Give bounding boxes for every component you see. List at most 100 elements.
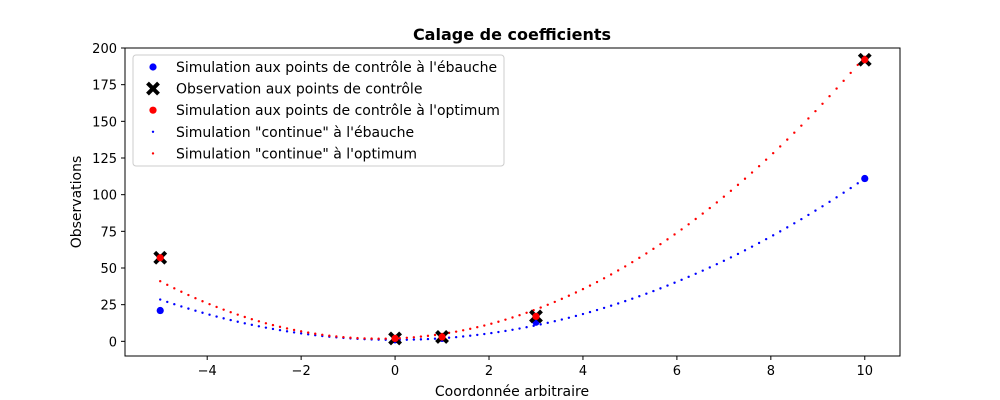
continuous-point	[201, 311, 204, 314]
continuous-point	[856, 63, 859, 67]
continuous-point	[292, 331, 296, 334]
y-tick-label: 75	[100, 225, 117, 240]
legend-box	[132, 54, 505, 167]
continuous-point	[419, 335, 423, 338]
continuous-point	[821, 205, 824, 208]
continuous-point	[215, 315, 218, 318]
continuous-point	[299, 332, 303, 335]
continuous-point	[377, 337, 380, 340]
continuous-point	[581, 312, 585, 316]
continuous-point	[469, 334, 472, 337]
continuous-point	[208, 302, 211, 306]
y-tick-label: 175	[92, 79, 117, 94]
continuous-point	[215, 305, 218, 309]
continuous-point	[609, 273, 613, 276]
y-tick-label: 200	[92, 42, 117, 57]
x-tick-label: 2	[485, 364, 493, 379]
legend-label: Simulation aux points de contrôle à l'éb…	[176, 60, 497, 76]
y-tick-label: 150	[92, 115, 117, 130]
continuous-point	[793, 222, 796, 225]
continuous-point	[849, 186, 852, 190]
continuous-point	[518, 327, 521, 330]
x-marker-stroke	[146, 81, 160, 96]
continuous-point	[828, 200, 831, 204]
continuous-point	[292, 328, 296, 332]
continuous-point	[793, 131, 796, 134]
continuous-point	[673, 281, 676, 284]
x-tick-label: 4	[579, 364, 587, 379]
continuous-point	[631, 260, 634, 264]
continuous-point	[447, 331, 451, 335]
continuous-point	[764, 158, 768, 161]
continuous-point	[490, 331, 493, 335]
continuous-point	[750, 171, 754, 174]
continuous-point	[602, 277, 606, 280]
continuous-point	[764, 237, 768, 241]
continuous-point	[398, 336, 401, 340]
continuous-point	[159, 298, 162, 301]
continuous-point	[257, 320, 261, 323]
continuous-point	[616, 269, 620, 272]
continuous-point	[595, 280, 599, 284]
continuous-point	[666, 238, 669, 241]
continuous-point	[638, 295, 641, 298]
continuous-point	[412, 336, 416, 339]
continuous-point	[708, 266, 711, 269]
continuous-point	[609, 304, 613, 307]
continuous-point	[222, 308, 225, 311]
continuous-point	[299, 330, 303, 333]
continuous-point	[680, 228, 683, 231]
continuous-point	[849, 71, 852, 75]
continuous-point	[835, 87, 838, 90]
chart-marks	[153, 52, 872, 346]
continuous-point	[222, 317, 225, 320]
continuous-point	[842, 79, 845, 83]
legend-marker	[149, 63, 157, 71]
continuous-point	[574, 291, 578, 294]
continuous-point	[173, 287, 176, 290]
continuous-point	[828, 95, 831, 98]
continuous-point	[560, 318, 564, 321]
continuous-point	[285, 327, 289, 330]
data-point	[438, 333, 446, 341]
continuous-point	[546, 321, 549, 325]
continuous-point	[264, 326, 268, 329]
continuous-point	[497, 330, 500, 334]
continuous-point	[173, 303, 176, 306]
continuous-point	[306, 331, 310, 334]
continuous-point	[631, 297, 634, 300]
continuous-point	[454, 330, 458, 333]
continuous-point	[814, 109, 817, 113]
data-point	[861, 56, 869, 64]
continuous-point	[285, 330, 289, 333]
data-point	[156, 254, 164, 262]
legend-marker	[151, 130, 155, 133]
continuous-point	[180, 290, 183, 293]
continuous-point	[624, 265, 627, 268]
legend-marker	[151, 152, 155, 155]
continuous-point	[208, 313, 211, 316]
continuous-point	[652, 289, 655, 293]
continuous-point	[786, 226, 789, 229]
continuous-point	[616, 302, 620, 305]
continuous-point	[694, 217, 697, 221]
continuous-point	[779, 145, 782, 148]
continuous-point	[419, 338, 423, 341]
continuous-point	[321, 333, 324, 336]
x-tick-label: 8	[767, 364, 775, 379]
continuous-point	[236, 320, 239, 323]
continuous-point	[736, 252, 740, 256]
continuous-point	[264, 322, 268, 325]
continuous-point	[504, 329, 507, 333]
continuous-point	[490, 322, 493, 325]
continuous-point	[243, 322, 246, 325]
continuous-point	[687, 275, 690, 279]
continuous-point	[243, 315, 246, 319]
continuous-point	[250, 323, 254, 327]
y-tick-label: 50	[100, 262, 117, 277]
continuous-point	[715, 262, 719, 266]
continuous-point	[525, 326, 528, 329]
continuous-point	[553, 300, 556, 304]
continuous-point	[539, 306, 542, 309]
